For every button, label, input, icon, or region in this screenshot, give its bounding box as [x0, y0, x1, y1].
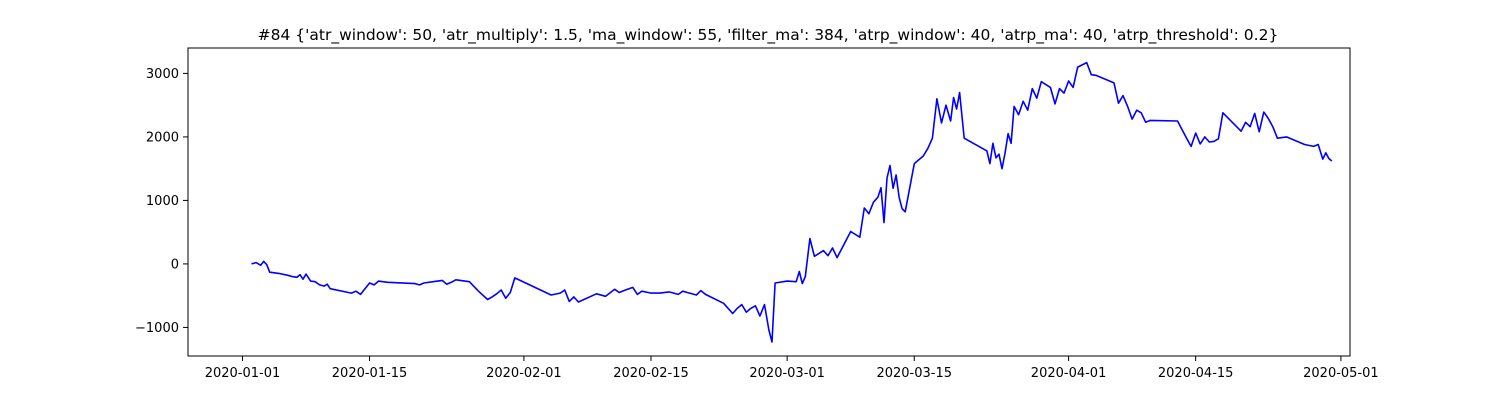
- y-axis-ticks: −1000 0 1000 2000 3000: [135, 67, 188, 336]
- x-tick-label: 2020-04-01: [1031, 366, 1107, 381]
- y-tick-label: 3000: [146, 67, 179, 82]
- x-tick-label: 2020-02-15: [613, 366, 689, 381]
- x-tick-label: 2020-04-15: [1158, 366, 1234, 381]
- x-tick-label: 2020-03-15: [876, 366, 952, 381]
- x-axis-ticks: 2020-01-01 2020-01-15 2020-02-01 2020-02-15…: [205, 356, 1379, 381]
- y-tick-label: 2000: [146, 130, 179, 145]
- x-tick-label: 2020-02-01: [486, 366, 562, 381]
- y-tick-label: 1000: [146, 194, 179, 209]
- y-tick-label: −1000: [135, 321, 179, 336]
- x-tick-label: 2020-03-01: [749, 366, 825, 381]
- x-tick-label: 2020-01-01: [205, 366, 281, 381]
- plot-area-frame: [187, 47, 1351, 357]
- series-line: [251, 61, 1333, 343]
- x-tick-label: 2020-05-01: [1303, 366, 1379, 381]
- x-tick-label: 2020-01-15: [332, 366, 408, 381]
- y-tick-label: 0: [171, 257, 179, 272]
- chart-title: #84 {'atr_window': 50, 'atr_multiply': 1…: [258, 26, 1279, 45]
